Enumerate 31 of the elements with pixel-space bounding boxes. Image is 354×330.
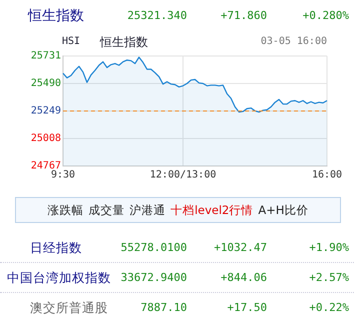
y-tick-label: 25008 — [30, 133, 61, 144]
x-tick-label: 12:00/13:00 — [150, 170, 216, 181]
text: 25321.340 — [127, 9, 187, 22]
chart-title: HSI — [62, 36, 80, 47]
y-tick-label: 25249 — [30, 106, 61, 117]
text: +844.06 — [220, 271, 267, 284]
text: 55278.0100 — [120, 241, 187, 254]
text: 日经指数 — [30, 240, 82, 257]
x-tick-label: 9:30 — [50, 170, 76, 181]
text: 澳交所普通股 — [30, 300, 108, 317]
y-tick-label: 25490 — [30, 78, 61, 90]
text: A+H比价 — [258, 202, 308, 218]
text: +0.280% — [302, 9, 349, 22]
text: +0.22% — [309, 301, 349, 314]
text: 成交量 — [88, 202, 125, 218]
text: 03-05 16:00 — [260, 36, 327, 47]
text: +1032.47 — [214, 241, 267, 254]
text: 恒生指数 — [28, 7, 84, 25]
text: 33672.9400 — [120, 271, 187, 284]
text: 沪港通 — [130, 202, 166, 218]
chart-subtitle: 恒生指数 — [100, 34, 148, 51]
text: 中国台湾加权指数 — [7, 270, 111, 287]
text: +1.90% — [309, 241, 349, 254]
y-tick-label: 25731 — [30, 50, 61, 62]
text: 7887.10 — [140, 301, 187, 314]
text: 涨跌幅 — [48, 202, 84, 218]
text: +71.860 — [220, 9, 267, 22]
text: 十档level2行情 — [170, 202, 254, 218]
text: +17.50 — [227, 301, 267, 314]
text: +2.57% — [309, 271, 349, 284]
x-tick-label: 16:00 — [312, 170, 342, 181]
